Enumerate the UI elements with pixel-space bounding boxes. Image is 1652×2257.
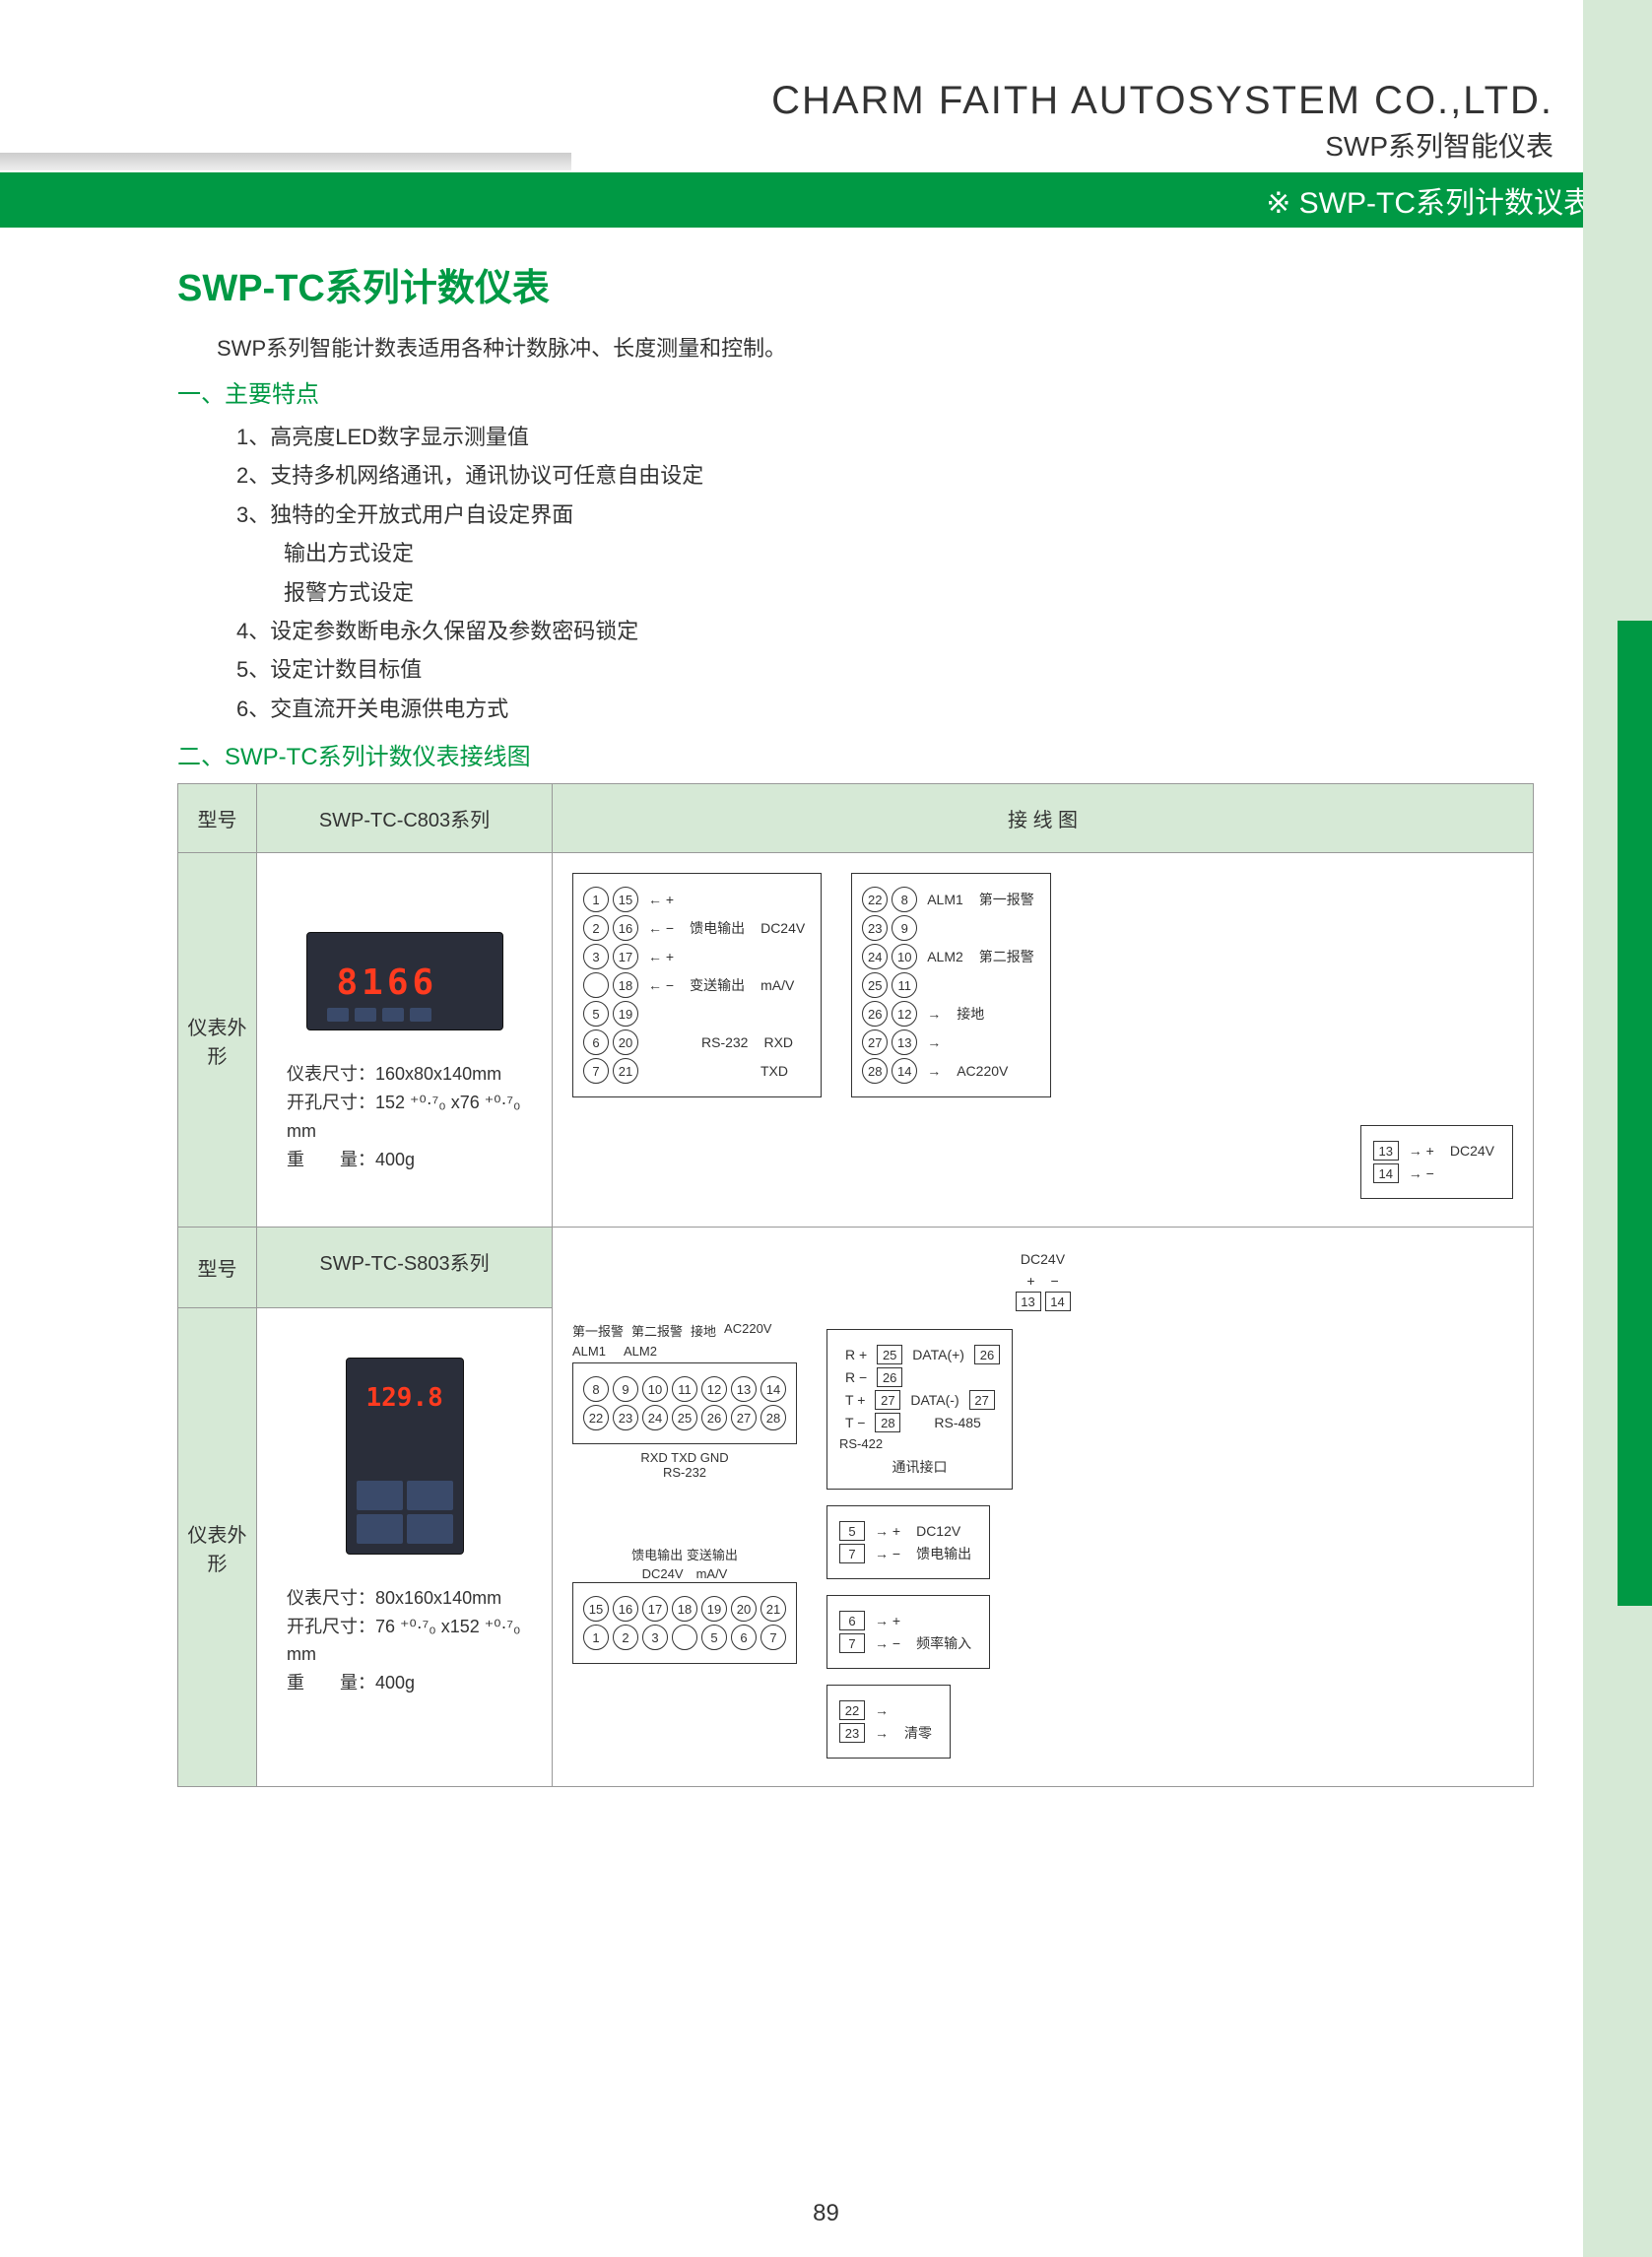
- device-image-s803: 129.8: [346, 1358, 464, 1555]
- intro-text: SWP系列智能计数表适用各种计数脉冲、长度测量和控制。: [177, 331, 1534, 363]
- section-banner: ※ SWP-TC系列计数议表: [0, 172, 1652, 228]
- led-display: 8166: [337, 963, 438, 1003]
- feature-list: 1、高亮度LED数字显示测量值 2、支持多机网络通讯，通讯协议可任意自由设定 3…: [177, 419, 1534, 727]
- model-2-header: SWP-TC-S803系列: [257, 1228, 553, 1308]
- company-name: CHARM FAITH AUTOSYSTEM CO.,LTD.: [158, 79, 1553, 123]
- feature-sub: 报警方式设定: [236, 574, 1534, 611]
- wiring-table: 型号 SWP-TC-C803系列 接 线 图 仪表外形 8166 仪表尺寸：16…: [177, 783, 1534, 1787]
- model-1-header: SWP-TC-C803系列: [257, 784, 553, 853]
- th-model-2: 型号: [178, 1228, 257, 1308]
- terminal-block-left: 115← + 216← −馈电输出DC24V 317← + 18← −变送输出m…: [572, 873, 822, 1097]
- page-title: SWP-TC系列计数仪表: [177, 257, 1534, 311]
- s803-main-terminal: 第一报警第二报警 接地AC220V ALM1ALM2 891011121314 …: [572, 1321, 797, 1664]
- terminal-block-right: 228ALM1第一报警 239 2410ALM2第二报警 2511 2612→接…: [851, 873, 1051, 1097]
- specs-2: 仪表尺寸：80x160x140mm 开孔尺寸：76 ⁺⁰·⁷₀ x152 ⁺⁰·…: [267, 1584, 542, 1697]
- diagram-cell-2: DC24V +− 1314 第一报警第二报警 接地AC220V ALM1ALM2: [553, 1228, 1534, 1787]
- feature-item: 3、独特的全开放式用户自设定界面: [236, 497, 1534, 533]
- feature-item: 6、交直流开关电源供电方式: [236, 691, 1534, 727]
- feature-item: 1、高亮度LED数字显示测量值: [236, 419, 1534, 455]
- dc24v-aux-box: 13→ +DC24V 14→ −: [1360, 1125, 1513, 1199]
- device-cell-1: 8166 仪表尺寸：160x80x140mm 开孔尺寸：152 ⁺⁰·⁷₀ x7…: [257, 853, 553, 1228]
- s803-aux-boxes: R +25DATA(+)26 R −26 T +27DATA(-)27 T −2…: [826, 1321, 1013, 1766]
- specs-1: 仪表尺寸：160x80x140mm 开孔尺寸：152 ⁺⁰·⁷₀ x76 ⁺⁰·…: [267, 1060, 542, 1173]
- feature-item: 2、支持多机网络通讯，通讯协议可任意自由设定: [236, 457, 1534, 494]
- row-label-1: 仪表外形: [178, 853, 257, 1228]
- right-green-bar: [1618, 621, 1652, 1606]
- diagram-cell-1: 115← + 216← −馈电输出DC24V 317← + 18← −变送输出m…: [553, 853, 1534, 1228]
- th-model: 型号: [178, 784, 257, 853]
- device-cell-2: 129.8 仪表尺寸：80x160x140mm 开孔尺寸：76 ⁺⁰·⁷₀ x1…: [257, 1307, 553, 1786]
- led-display-2: 129.8: [366, 1383, 443, 1413]
- feature-item: 4、设定参数断电永久保留及参数密码锁定: [236, 613, 1534, 649]
- page-header: CHARM FAITH AUTOSYSTEM CO.,LTD. SWP系列智能仪…: [158, 79, 1553, 165]
- section-2-heading: 二、SWP-TC系列计数仪表接线图: [177, 737, 1534, 771]
- row-label-2: 仪表外形: [178, 1307, 257, 1786]
- device-image-c803: 8166: [306, 932, 503, 1030]
- feature-item: 5、设定计数目标值: [236, 651, 1534, 688]
- th-diagram: 接 线 图: [553, 784, 1534, 853]
- page-number: 89: [0, 2200, 1652, 2227]
- gray-header-bar: [0, 153, 571, 170]
- section-1-heading: 一、主要特点: [177, 374, 1534, 409]
- feature-sub: 输出方式设定: [236, 535, 1534, 571]
